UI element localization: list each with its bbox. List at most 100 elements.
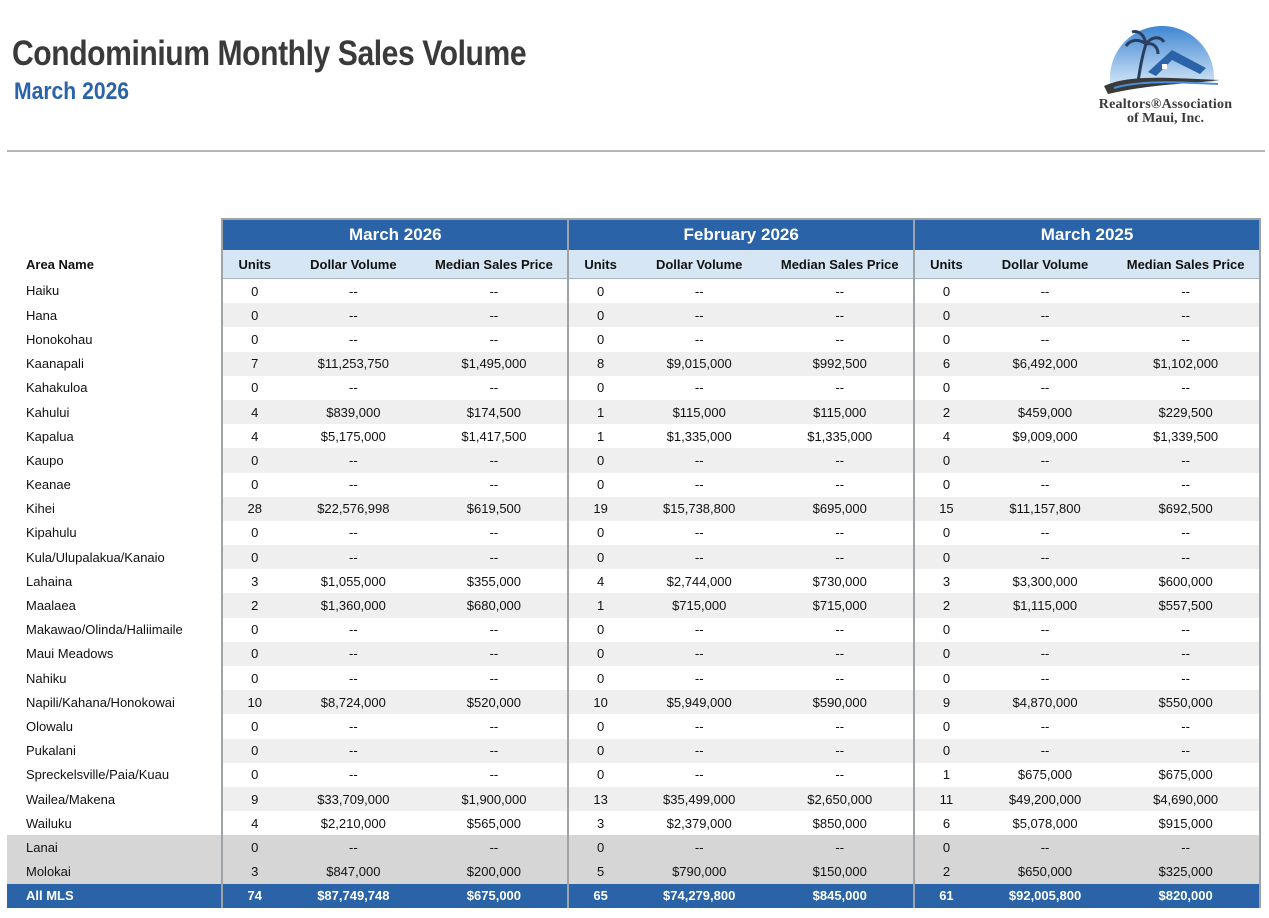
units-cell: 4 bbox=[221, 399, 287, 425]
dollar-volume-cell: $1,335,000 bbox=[631, 424, 767, 449]
dollar-volume-cell: -- bbox=[631, 472, 767, 497]
table-row: Kipahulu 0 -- -- 0 -- -- 0 -- -- bbox=[7, 520, 1261, 546]
median-price-cell: -- bbox=[420, 738, 569, 763]
median-price-cell: -- bbox=[420, 835, 569, 860]
dollar-volume-cell: $15,738,800 bbox=[631, 496, 767, 521]
units-cell: 61 bbox=[913, 883, 978, 908]
dollar-volume-cell: -- bbox=[631, 762, 767, 787]
units-cell: 10 bbox=[221, 690, 287, 715]
dollar-volume-cell: -- bbox=[286, 375, 421, 400]
dollar-volume-cell: $1,115,000 bbox=[977, 593, 1113, 618]
median-price-cell: $619,500 bbox=[420, 496, 569, 521]
units-cell: 0 bbox=[221, 448, 287, 473]
median-price-cell: -- bbox=[766, 738, 915, 763]
median-price-cell: -- bbox=[766, 472, 915, 497]
median-price-cell: -- bbox=[766, 303, 915, 328]
dollar-volume-cell: -- bbox=[286, 666, 421, 691]
column-header: Dollar Volume bbox=[631, 250, 767, 279]
dollar-volume-cell: -- bbox=[286, 303, 421, 328]
dollar-volume-cell: -- bbox=[631, 835, 767, 860]
median-price-cell: -- bbox=[420, 714, 569, 739]
area-name-cell: Wailea/Makena bbox=[26, 791, 116, 807]
median-price-cell: -- bbox=[1112, 327, 1261, 352]
units-cell: 0 bbox=[913, 375, 978, 400]
units-cell: 0 bbox=[913, 617, 978, 642]
units-cell: 0 bbox=[221, 327, 287, 352]
dollar-volume-cell: -- bbox=[631, 641, 767, 666]
area-name-cell: Lanai bbox=[7, 835, 223, 860]
dollar-volume-cell: $11,157,800 bbox=[977, 496, 1113, 521]
median-price-cell: $1,900,000 bbox=[420, 786, 569, 812]
median-price-cell: -- bbox=[420, 520, 569, 546]
median-price-cell: -- bbox=[766, 545, 915, 570]
dollar-volume-cell: -- bbox=[631, 278, 767, 304]
units-cell: 0 bbox=[913, 278, 978, 304]
units-cell: 0 bbox=[567, 714, 632, 739]
area-name-cell: Kahului bbox=[26, 404, 70, 420]
units-cell: 0 bbox=[567, 375, 632, 400]
median-price-cell: -- bbox=[1112, 472, 1261, 497]
median-price-cell: -- bbox=[1112, 520, 1261, 546]
units-cell: 10 bbox=[567, 690, 632, 715]
units-cell: 1 bbox=[567, 399, 632, 425]
units-cell: 0 bbox=[913, 303, 978, 328]
median-price-cell: -- bbox=[766, 375, 915, 400]
units-cell: 8 bbox=[567, 351, 632, 376]
dollar-volume-cell: -- bbox=[631, 303, 767, 328]
units-cell: 11 bbox=[913, 786, 978, 812]
units-cell: 0 bbox=[221, 520, 287, 546]
dollar-volume-cell: -- bbox=[631, 375, 767, 400]
median-price-cell: -- bbox=[420, 327, 569, 352]
units-cell: 0 bbox=[567, 738, 632, 763]
area-name-cell: Kipahulu bbox=[26, 525, 77, 541]
dollar-volume-cell: -- bbox=[977, 835, 1113, 860]
median-price-cell: -- bbox=[1112, 666, 1261, 691]
dollar-volume-cell: $8,724,000 bbox=[286, 690, 421, 715]
units-cell: 1 bbox=[567, 593, 632, 618]
units-cell: 0 bbox=[221, 278, 287, 304]
dollar-volume-cell: $74,279,800 bbox=[631, 883, 767, 908]
median-price-cell: -- bbox=[1112, 617, 1261, 642]
median-price-cell: -- bbox=[766, 714, 915, 739]
median-price-cell: -- bbox=[766, 641, 915, 666]
dollar-volume-cell: -- bbox=[286, 835, 421, 860]
units-cell: 4 bbox=[221, 424, 287, 449]
dollar-volume-cell: -- bbox=[977, 303, 1113, 328]
area-name-cell: Olowalu bbox=[26, 718, 73, 734]
units-cell: 19 bbox=[567, 496, 632, 521]
units-cell: 7 bbox=[221, 351, 287, 376]
dollar-volume-cell: $115,000 bbox=[631, 399, 767, 425]
table-row: All MLS 74 $87,749,748 $675,000 65 $74,279,80… bbox=[7, 883, 1261, 908]
table-row: Kula/Ulupalakua/Kanaio 0 -- -- 0 -- -- 0 -- -- bbox=[7, 545, 1261, 570]
column-header: Median Sales Price bbox=[766, 250, 915, 279]
units-cell: 0 bbox=[913, 738, 978, 763]
area-name-cell: Nahiku bbox=[26, 670, 67, 686]
median-price-cell: $565,000 bbox=[420, 811, 569, 836]
table-row: Kaanapali 7 $11,253,750 $1,495,000 8 $9,015,0… bbox=[7, 351, 1261, 376]
dollar-volume-cell: $87,749,748 bbox=[286, 883, 421, 908]
area-name-cell: Keanae bbox=[26, 477, 71, 493]
table-row: Haiku 0 -- -- 0 -- -- 0 -- -- bbox=[7, 278, 1261, 304]
median-price-cell: -- bbox=[1112, 738, 1261, 763]
units-cell: 0 bbox=[567, 666, 632, 691]
median-price-cell: -- bbox=[1112, 641, 1261, 666]
units-cell: 0 bbox=[913, 327, 978, 352]
dollar-volume-cell: $5,949,000 bbox=[631, 690, 767, 715]
median-price-cell: $200,000 bbox=[420, 859, 569, 884]
median-price-cell: $2,650,000 bbox=[766, 786, 915, 812]
area-name-header: Area Name bbox=[7, 250, 223, 279]
units-cell: 0 bbox=[913, 666, 978, 691]
dollar-volume-cell: $839,000 bbox=[286, 399, 421, 425]
median-price-cell: $992,500 bbox=[766, 351, 915, 376]
median-price-cell: -- bbox=[420, 278, 569, 304]
dollar-volume-cell: -- bbox=[286, 738, 421, 763]
area-name-cell: Pukalani bbox=[26, 743, 76, 759]
column-header: Median Sales Price bbox=[420, 250, 569, 279]
table-row: Pukalani 0 -- -- 0 -- -- 0 -- -- bbox=[7, 738, 1261, 763]
units-cell: 0 bbox=[567, 835, 632, 860]
units-cell: 6 bbox=[913, 351, 978, 376]
units-cell: 0 bbox=[221, 375, 287, 400]
units-cell: 0 bbox=[221, 762, 287, 787]
median-price-cell: -- bbox=[1112, 303, 1261, 328]
units-cell: 3 bbox=[567, 811, 632, 836]
